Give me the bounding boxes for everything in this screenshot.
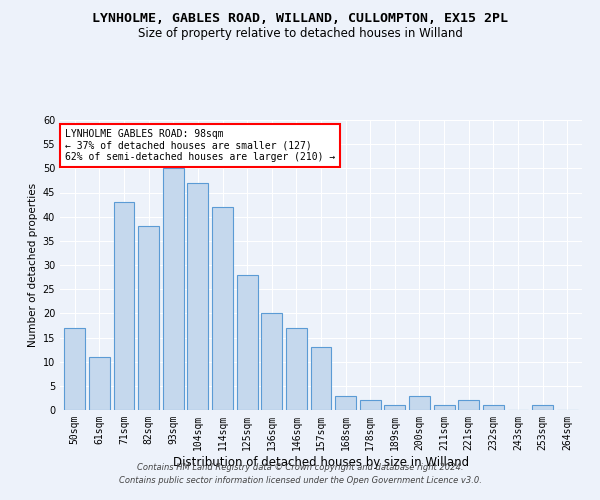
Bar (212, 207, 233, 410)
Bar (89, 357, 110, 410)
Y-axis label: Number of detached properties: Number of detached properties (28, 183, 38, 347)
Bar (532, 405, 553, 410)
Bar (360, 400, 381, 410)
Bar (261, 314, 282, 410)
Text: Contains HM Land Registry data © Crown copyright and database right 2024.
Contai: Contains HM Land Registry data © Crown c… (119, 464, 481, 485)
Bar (138, 226, 159, 410)
Bar (64, 328, 85, 410)
Text: LYNHOLME, GABLES ROAD, WILLAND, CULLOMPTON, EX15 2PL: LYNHOLME, GABLES ROAD, WILLAND, CULLOMPT… (92, 12, 508, 26)
X-axis label: Distribution of detached houses by size in Willand: Distribution of detached houses by size … (173, 456, 469, 468)
Text: Size of property relative to detached houses in Willand: Size of property relative to detached ho… (137, 28, 463, 40)
Bar (409, 396, 430, 410)
Bar (286, 328, 307, 410)
Bar (385, 405, 406, 410)
Bar (458, 400, 479, 410)
Bar (236, 274, 257, 410)
Bar (335, 396, 356, 410)
Bar (434, 405, 455, 410)
Bar (311, 347, 331, 410)
Text: LYNHOLME GABLES ROAD: 98sqm
← 37% of detached houses are smaller (127)
62% of se: LYNHOLME GABLES ROAD: 98sqm ← 37% of det… (65, 128, 335, 162)
Bar (187, 183, 208, 410)
Bar (113, 202, 134, 410)
Bar (163, 168, 184, 410)
Bar (483, 405, 504, 410)
